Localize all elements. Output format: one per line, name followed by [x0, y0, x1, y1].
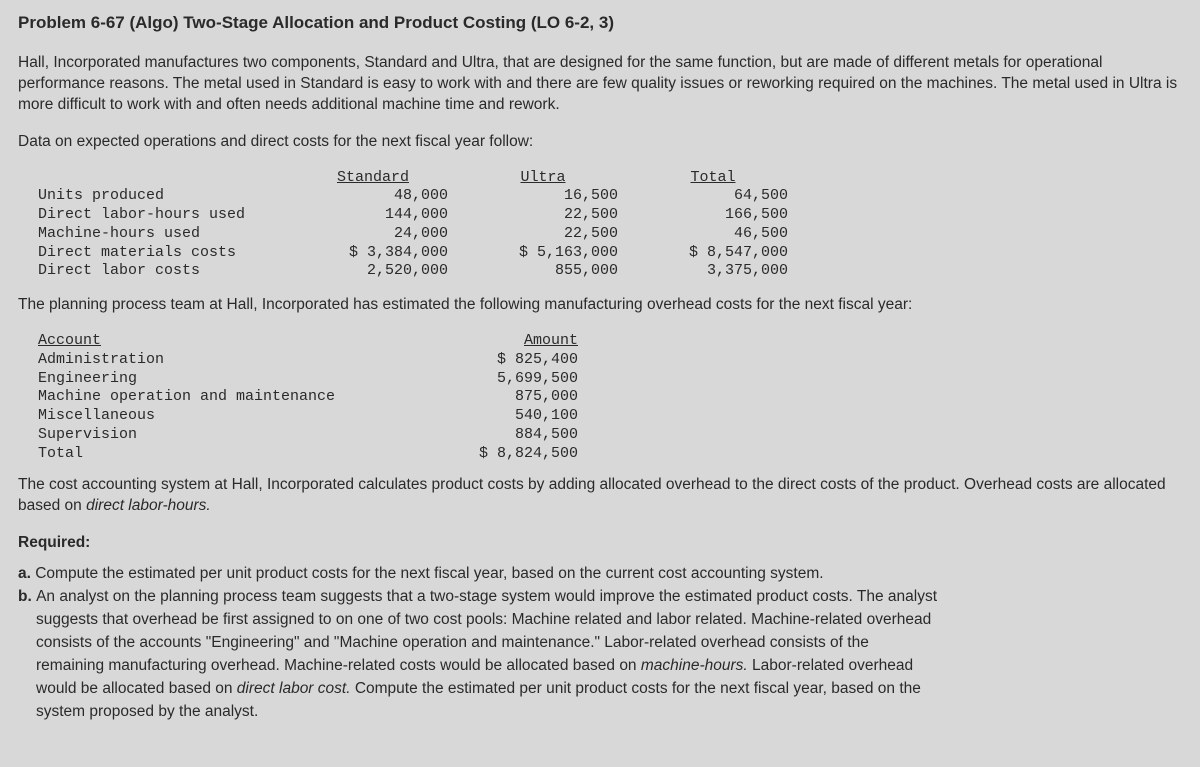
requirement-b-line: consists of the accounts "Engineering" a… — [18, 633, 1182, 654]
operations-table: Standard Ultra Total Units produced 48,0… — [38, 169, 808, 282]
col-header-standard: Standard — [298, 169, 468, 188]
col-header-amount: Amount — [524, 332, 578, 349]
italic-text: direct labor cost. — [237, 680, 351, 697]
table-row: Machine operation and maintenance 875,00… — [38, 388, 618, 407]
requirement-b-line: suggests that overhead be first assigned… — [18, 610, 1182, 631]
requirement-b: b. An analyst on the planning process te… — [18, 587, 1182, 608]
table-row-total: Total $ 8,824,500 — [38, 445, 618, 464]
table-row: Miscellaneous 540,100 — [38, 407, 618, 426]
table-row: Direct materials costs $ 3,384,000 $ 5,1… — [38, 244, 808, 263]
col-header-account: Account — [38, 332, 438, 351]
table-row: Machine-hours used 24,000 22,500 46,500 — [38, 225, 808, 244]
requirement-b-line: system proposed by the analyst. — [18, 702, 1182, 723]
table-row: Direct labor costs 2,520,000 855,000 3,3… — [38, 262, 808, 281]
table-row: Standard Ultra Total — [38, 169, 808, 188]
requirement-b-line: remaining manufacturing overhead. Machin… — [18, 656, 1182, 677]
requirement-a: a. Compute the estimated per unit produc… — [18, 564, 1182, 585]
planning-paragraph: The planning process team at Hall, Incor… — [18, 295, 1182, 316]
cost-system-paragraph: The cost accounting system at Hall, Inco… — [18, 475, 1182, 517]
table-row: Administration $ 825,400 — [38, 351, 618, 370]
italic-text: direct labor-hours. — [86, 497, 211, 514]
required-heading: Required: — [18, 533, 1182, 554]
table-row: Direct labor-hours used 144,000 22,500 1… — [38, 206, 808, 225]
table-row: Engineering 5,699,500 — [38, 370, 618, 389]
requirements-list: a. Compute the estimated per unit produc… — [18, 564, 1182, 722]
col-header-ultra: Ultra — [468, 169, 638, 188]
table-row: Supervision 884,500 — [38, 426, 618, 445]
problem-title: Problem 6-67 (Algo) Two-Stage Allocation… — [18, 12, 1182, 35]
table-row: Account Amount — [38, 332, 618, 351]
overhead-table: Account Amount Administration $ 825,400 … — [38, 332, 618, 463]
requirement-b-line: would be allocated based on direct labor… — [18, 679, 1182, 700]
intro-paragraph: Hall, Incorporated manufactures two comp… — [18, 53, 1182, 116]
col-header-total: Total — [638, 169, 808, 188]
table-row: Units produced 48,000 16,500 64,500 — [38, 187, 808, 206]
data-lead: Data on expected operations and direct c… — [18, 132, 1182, 153]
italic-text: machine-hours. — [641, 657, 748, 674]
